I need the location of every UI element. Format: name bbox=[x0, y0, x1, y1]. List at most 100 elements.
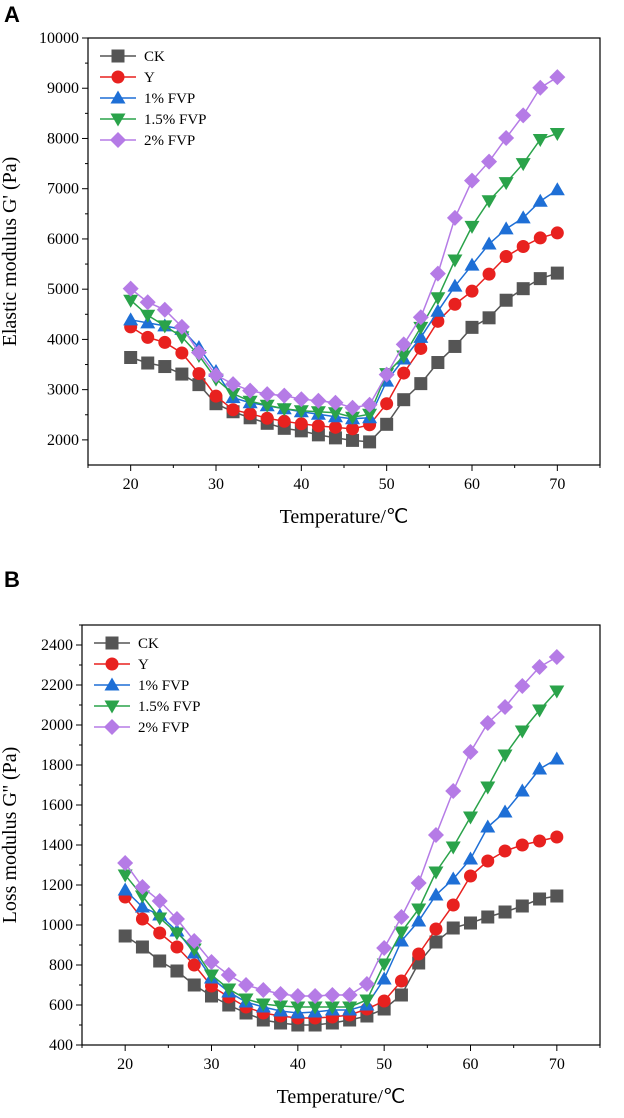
data-point bbox=[445, 841, 461, 855]
data-point bbox=[431, 314, 445, 328]
y-tick-label: 2400 bbox=[41, 637, 73, 654]
data-point bbox=[497, 699, 514, 715]
y-tick-label: 1000 bbox=[41, 917, 73, 934]
series-line-1 bbox=[130, 232, 558, 430]
data-point bbox=[397, 393, 411, 407]
y-tick-label: 7000 bbox=[47, 181, 79, 198]
legend-marker bbox=[110, 90, 126, 104]
data-point bbox=[158, 360, 172, 374]
data-point bbox=[393, 909, 410, 925]
data-point bbox=[346, 433, 360, 447]
data-point bbox=[481, 910, 495, 924]
data-point bbox=[135, 912, 149, 926]
legend-label: Y bbox=[144, 70, 155, 86]
data-point bbox=[429, 265, 446, 282]
data-point bbox=[134, 899, 150, 913]
data-point bbox=[482, 267, 496, 281]
data-point bbox=[290, 1001, 306, 1015]
legend-marker bbox=[104, 719, 120, 735]
y-tick-label: 5000 bbox=[47, 281, 79, 298]
data-point bbox=[346, 422, 360, 436]
data-point bbox=[359, 994, 375, 1008]
data-point bbox=[446, 209, 463, 226]
x-axis-label: Temperature/℃ bbox=[280, 506, 409, 528]
data-point bbox=[141, 356, 155, 370]
data-point bbox=[135, 940, 149, 954]
data-point bbox=[134, 879, 151, 895]
x-tick-label: 20 bbox=[117, 1056, 133, 1073]
data-point bbox=[190, 344, 207, 361]
x-tick-label: 30 bbox=[208, 476, 224, 493]
data-point bbox=[393, 933, 409, 947]
data-point bbox=[276, 387, 293, 404]
data-point bbox=[361, 396, 378, 413]
data-point bbox=[498, 177, 514, 191]
data-point bbox=[175, 346, 189, 360]
data-point bbox=[293, 405, 309, 419]
panel-a-letter: A bbox=[4, 2, 20, 27]
data-point bbox=[255, 998, 271, 1012]
data-point bbox=[277, 414, 291, 428]
data-point bbox=[397, 366, 411, 380]
data-point bbox=[169, 927, 185, 941]
x-tick-label: 60 bbox=[463, 1056, 479, 1073]
y-tick-label: 10000 bbox=[39, 30, 79, 47]
data-point bbox=[396, 350, 412, 364]
y-tick-label: 1400 bbox=[41, 837, 73, 854]
data-point bbox=[480, 781, 496, 795]
data-point bbox=[548, 649, 565, 665]
legend-label: 2% FVP bbox=[144, 133, 195, 149]
data-point bbox=[533, 231, 547, 245]
data-point bbox=[158, 335, 172, 349]
data-point bbox=[393, 926, 409, 940]
data-point bbox=[514, 725, 530, 739]
data-point bbox=[464, 916, 477, 930]
x-tick-label: 70 bbox=[549, 476, 565, 493]
data-point bbox=[380, 397, 394, 411]
data-point bbox=[515, 899, 529, 913]
y-tick-label: 6000 bbox=[47, 231, 79, 248]
data-point bbox=[203, 954, 220, 970]
data-point bbox=[465, 284, 479, 298]
x-axis-label: Temperature/℃ bbox=[277, 1086, 406, 1108]
x-tick-label: 50 bbox=[376, 1056, 392, 1073]
data-point bbox=[151, 893, 168, 909]
data-point bbox=[462, 744, 479, 760]
data-point bbox=[550, 266, 564, 280]
data-point bbox=[209, 389, 223, 403]
legend-marker bbox=[110, 132, 126, 148]
data-point bbox=[533, 892, 547, 906]
data-point bbox=[187, 978, 201, 992]
data-point bbox=[549, 182, 565, 196]
data-point bbox=[311, 428, 325, 442]
data-point bbox=[376, 971, 392, 985]
data-point bbox=[429, 922, 443, 936]
data-point bbox=[205, 989, 218, 1003]
data-point bbox=[515, 107, 532, 124]
data-point bbox=[170, 940, 184, 954]
data-point bbox=[117, 882, 133, 896]
data-point bbox=[226, 403, 240, 417]
data-point bbox=[328, 420, 342, 434]
data-point bbox=[447, 278, 463, 292]
data-point bbox=[549, 69, 566, 86]
data-point bbox=[481, 854, 495, 868]
data-point bbox=[482, 311, 496, 325]
data-point bbox=[514, 678, 531, 694]
x-tick-label: 70 bbox=[549, 1056, 565, 1073]
y-tick-label: 8000 bbox=[47, 130, 79, 147]
data-point bbox=[481, 195, 497, 209]
series-line-3 bbox=[130, 132, 558, 419]
data-point bbox=[464, 220, 480, 234]
data-point bbox=[532, 193, 548, 207]
data-point bbox=[464, 257, 480, 271]
data-point bbox=[465, 320, 479, 334]
legend-label: Y bbox=[138, 657, 149, 673]
data-point bbox=[174, 331, 190, 345]
data-point bbox=[533, 834, 547, 848]
data-point bbox=[429, 935, 443, 949]
data-point bbox=[499, 293, 513, 307]
series-line-2 bbox=[124, 758, 558, 1014]
data-point bbox=[479, 715, 496, 731]
data-point bbox=[532, 761, 548, 775]
